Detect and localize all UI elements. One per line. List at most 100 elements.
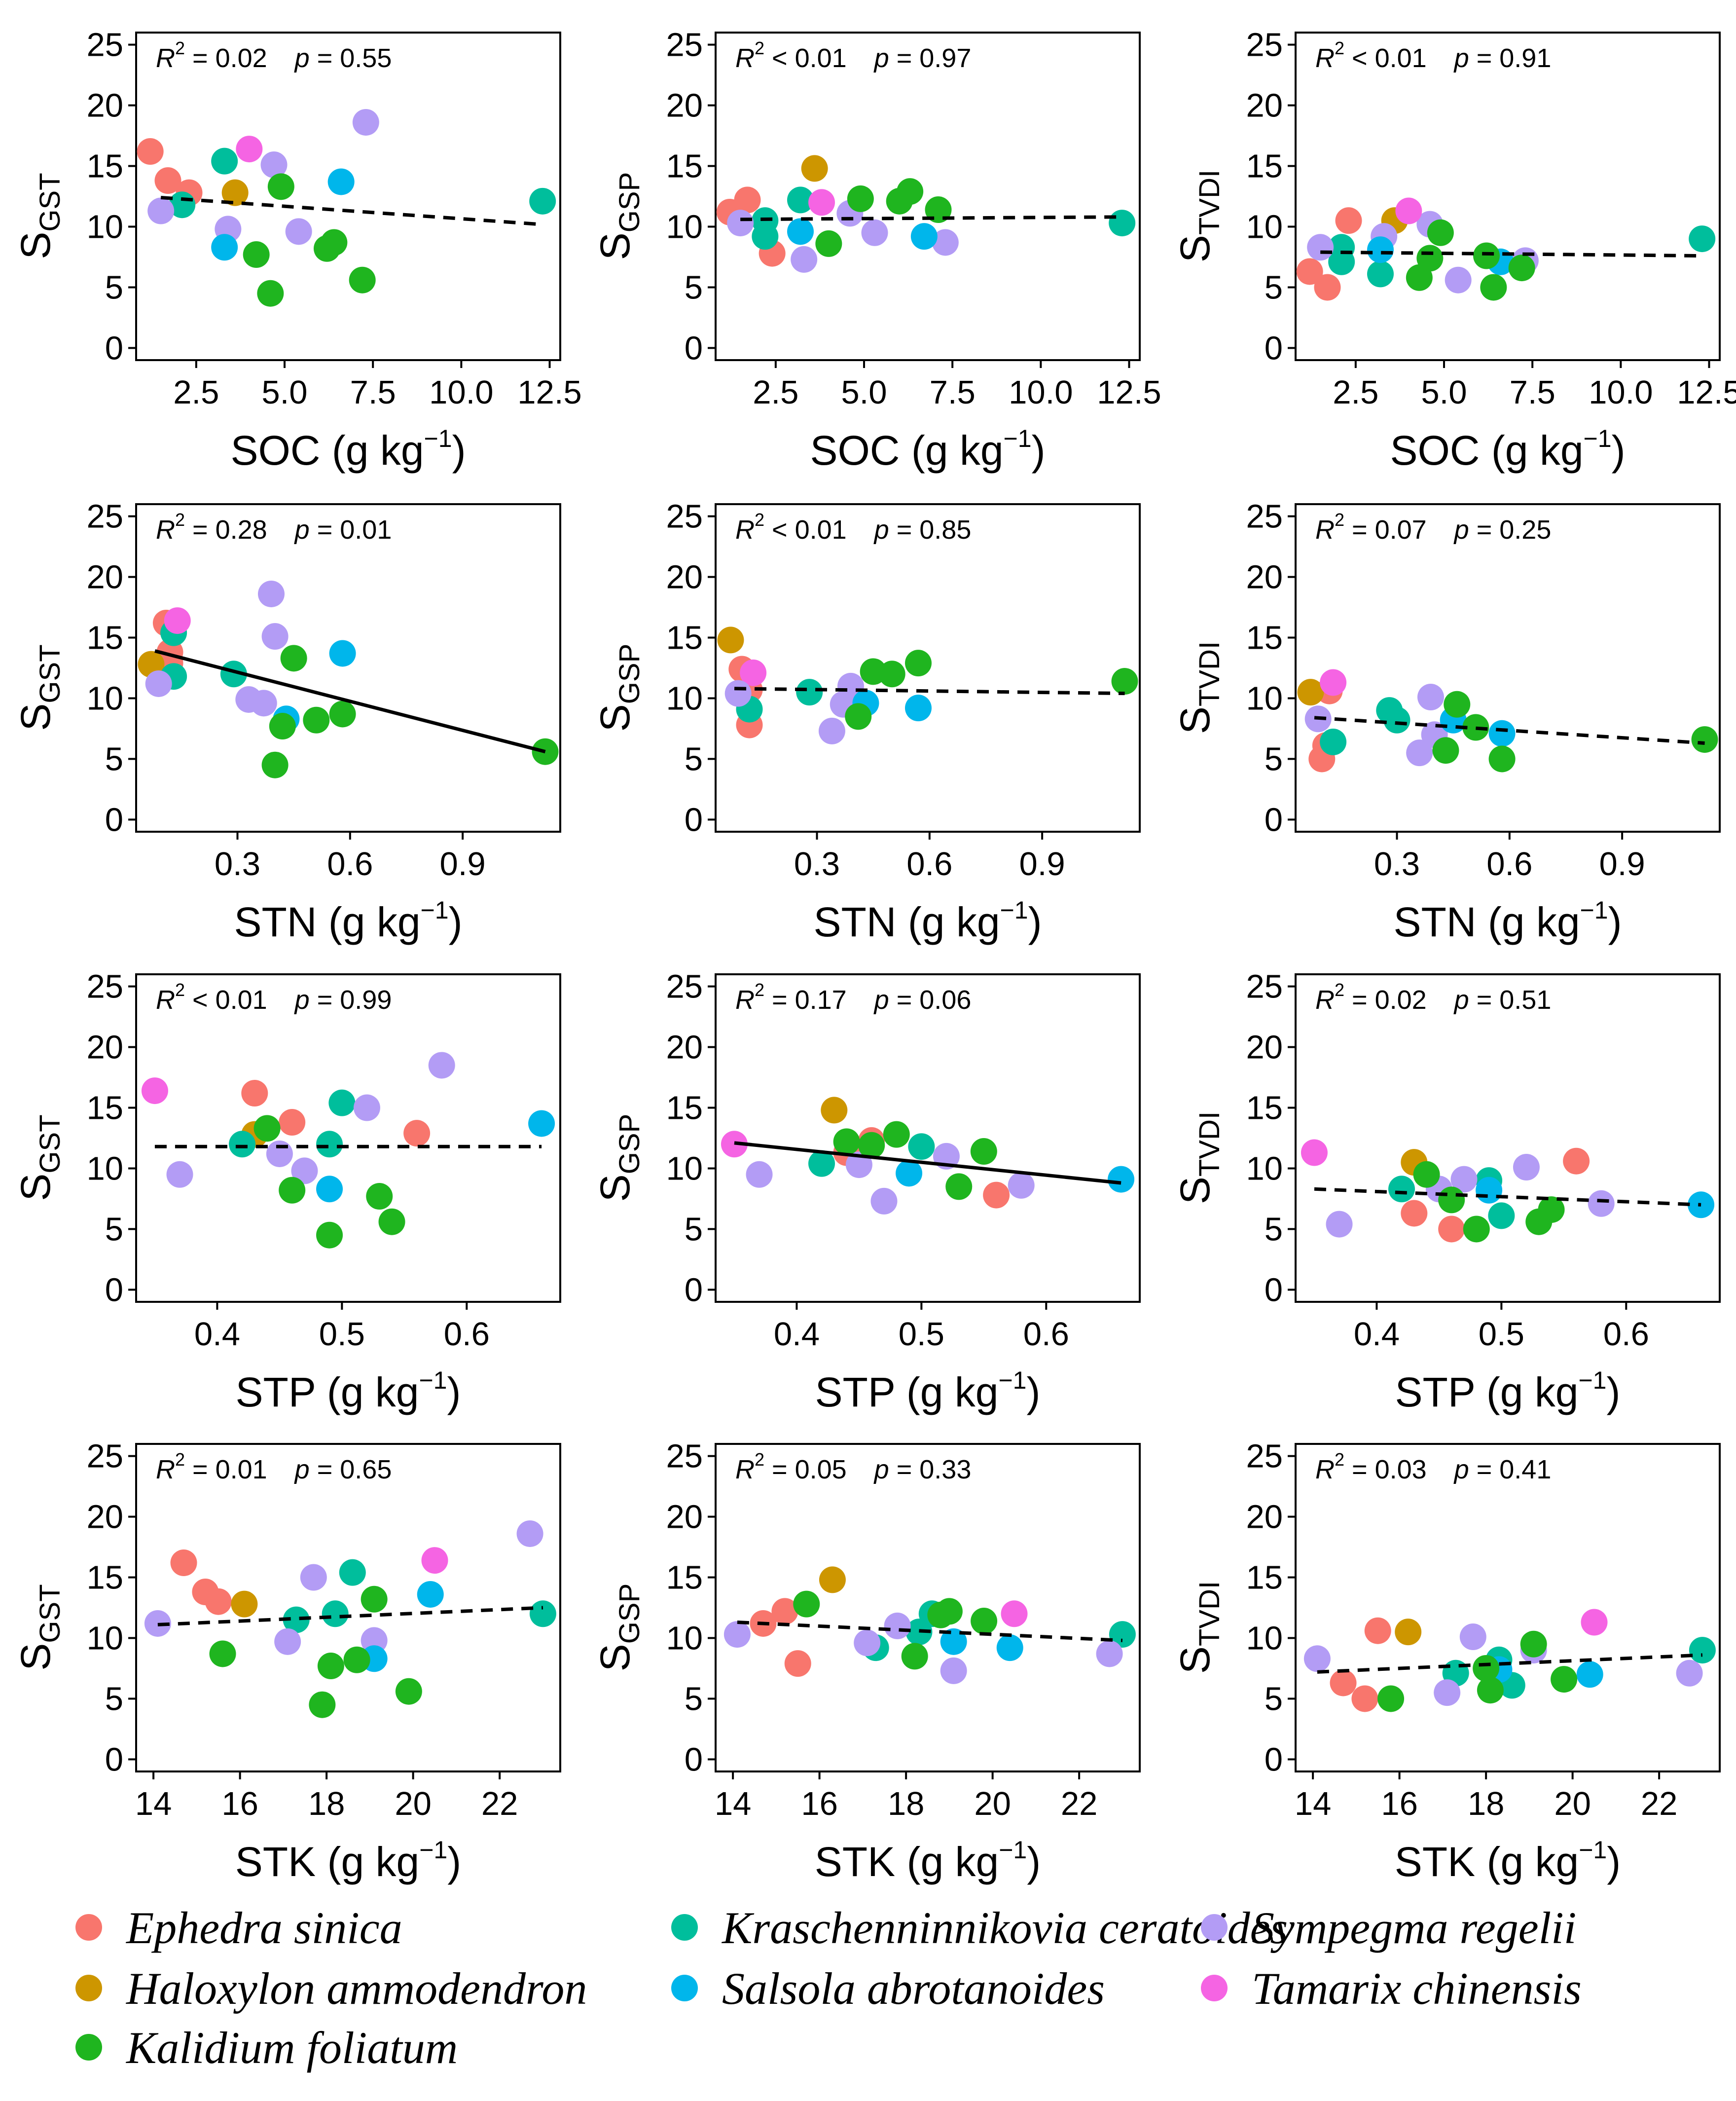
data-point bbox=[796, 679, 823, 706]
data-point bbox=[1427, 219, 1454, 246]
data-point bbox=[279, 1177, 306, 1204]
fit-line bbox=[154, 649, 546, 754]
data-point bbox=[910, 223, 938, 250]
species-legend: Ephedra sinica Haloxylon ammodendron Kalid… bbox=[75, 1903, 1582, 2073]
data-point bbox=[1434, 1679, 1461, 1706]
fit-line bbox=[1314, 1187, 1701, 1207]
stats-annotation: R2 < 0.01 p = 0.97 bbox=[735, 38, 971, 73]
y-tick-label: 5 bbox=[105, 740, 123, 777]
y-tick-label: 0 bbox=[685, 801, 703, 838]
data-point bbox=[771, 1598, 798, 1625]
data-point bbox=[529, 187, 556, 215]
legend-label: Sympegma regelii bbox=[1252, 1903, 1576, 1953]
data-point bbox=[1330, 1669, 1357, 1696]
data-point bbox=[250, 690, 277, 717]
legend-marker bbox=[75, 2034, 102, 2061]
x-tick-label: 22 bbox=[1641, 1785, 1678, 1822]
x-tick-label: 12.5 bbox=[517, 374, 581, 411]
y-axis-label: STVDI bbox=[1172, 1581, 1226, 1674]
legend-label: Kalidium foliatum bbox=[125, 2023, 458, 2073]
plot-frame bbox=[715, 1443, 1141, 1772]
y-tick-label: 15 bbox=[666, 620, 703, 657]
data-point bbox=[1689, 1637, 1716, 1664]
data-point bbox=[378, 1208, 405, 1235]
y-tick-label: 10 bbox=[666, 208, 703, 245]
y-tick-label: 5 bbox=[685, 740, 703, 777]
y-tick-label: 25 bbox=[86, 498, 123, 535]
x-tick-label: 16 bbox=[221, 1785, 258, 1822]
data-point bbox=[1377, 1685, 1405, 1712]
panel-stp-tvdi: 0 5 10 15 20 25 0.4 0.5 0.6 STP (g kg−1) STVDI R2 =… bbox=[1172, 968, 1721, 1415]
data-point bbox=[940, 1657, 967, 1684]
y-tick-label: 25 bbox=[1246, 498, 1283, 535]
data-point bbox=[904, 650, 932, 677]
y-tick-label: 15 bbox=[666, 148, 703, 185]
legend-marker bbox=[75, 1914, 102, 1941]
y-tick-label: 10 bbox=[1246, 1620, 1283, 1657]
y-tick-label: 10 bbox=[666, 680, 703, 717]
x-tick-label: 14 bbox=[1295, 1785, 1332, 1822]
data-point bbox=[1096, 1640, 1123, 1667]
y-axis-label: SGSP bbox=[592, 1584, 646, 1672]
x-tick-label: 10.0 bbox=[1009, 374, 1073, 411]
data-point bbox=[1301, 1139, 1328, 1166]
y-axis-label: STVDI bbox=[1172, 1111, 1226, 1204]
y-tick-label: 10 bbox=[666, 1620, 703, 1657]
x-tick-label: 16 bbox=[1381, 1785, 1418, 1822]
y-tick-label: 25 bbox=[86, 968, 123, 1005]
x-tick-label: 0.6 bbox=[906, 846, 952, 883]
data-point bbox=[1320, 669, 1347, 696]
data-point bbox=[280, 645, 307, 672]
stats-annotation: R2 = 0.01 p = 0.65 bbox=[156, 1449, 392, 1484]
x-axis-label: STK (g kg−1) bbox=[1395, 1836, 1621, 1885]
data-point bbox=[261, 751, 289, 778]
x-axis-label: STP (g kg−1) bbox=[815, 1366, 1041, 1415]
y-tick-label: 20 bbox=[86, 87, 123, 124]
x-tick-label: 0.9 bbox=[1599, 846, 1645, 883]
x-tick-label: 18 bbox=[888, 1785, 925, 1822]
panel-grid: 0 5 10 15 20 25 2.5 5.0 7.5 10.0 12.5 SOC (g kg−1) S… bbox=[12, 27, 1736, 1885]
x-tick-label: 12.5 bbox=[1677, 374, 1736, 411]
data-point bbox=[267, 173, 294, 200]
panel-stn-tvdi: 0 5 10 15 20 25 0.3 0.6 0.9 STN (g kg−1) STVDI R2 =… bbox=[1172, 498, 1721, 945]
x-tick-label: 12.5 bbox=[1097, 374, 1161, 411]
panel-stk-gsp: 0 5 10 15 20 25 14 16 18 20 22 STK (g kg−1) SGSP R2 =… bbox=[592, 1438, 1141, 1885]
x-tick-label: 7.5 bbox=[930, 374, 976, 411]
x-tick-label: 20 bbox=[1554, 1785, 1591, 1822]
data-point bbox=[1395, 197, 1422, 224]
fit-line bbox=[160, 195, 540, 226]
y-tick-label: 20 bbox=[86, 559, 123, 596]
data-point bbox=[205, 1588, 232, 1615]
data-point bbox=[421, 1547, 448, 1574]
data-point bbox=[791, 246, 818, 273]
plot-frame bbox=[135, 973, 561, 1303]
stats-annotation: R2 < 0.01 p = 0.85 bbox=[735, 510, 971, 545]
data-point bbox=[141, 1077, 168, 1105]
panel-soc-gst: 0 5 10 15 20 25 2.5 5.0 7.5 10.0 12.5 SOC (g kg−1) S… bbox=[12, 27, 582, 474]
data-point bbox=[352, 109, 379, 136]
x-tick-label: 0.3 bbox=[1374, 846, 1420, 883]
y-tick-label: 20 bbox=[666, 559, 703, 596]
x-tick-label: 5.0 bbox=[261, 374, 307, 411]
data-point bbox=[1463, 1216, 1490, 1243]
y-tick-label: 15 bbox=[86, 1559, 123, 1596]
data-point bbox=[1438, 1216, 1465, 1243]
y-tick-label: 5 bbox=[1265, 740, 1283, 777]
data-point bbox=[353, 1094, 380, 1121]
data-point bbox=[819, 1566, 846, 1593]
y-tick-label: 10 bbox=[1246, 208, 1283, 245]
y-tick-label: 25 bbox=[1246, 968, 1283, 1005]
data-point bbox=[170, 1549, 197, 1577]
x-axis-label: SOC (g kg−1) bbox=[230, 425, 466, 474]
data-point bbox=[260, 151, 288, 179]
y-tick-label: 25 bbox=[666, 498, 703, 535]
data-point bbox=[309, 1691, 336, 1718]
y-tick-label: 15 bbox=[86, 620, 123, 657]
x-tick-label: 0.4 bbox=[1354, 1316, 1400, 1353]
legend-item: Sympegma regelii bbox=[1201, 1903, 1576, 1953]
data-point bbox=[322, 1600, 349, 1627]
data-point bbox=[1296, 258, 1323, 285]
data-point bbox=[1406, 739, 1433, 767]
data-point bbox=[1303, 1645, 1331, 1672]
x-tick-label: 0.5 bbox=[1479, 1316, 1524, 1353]
